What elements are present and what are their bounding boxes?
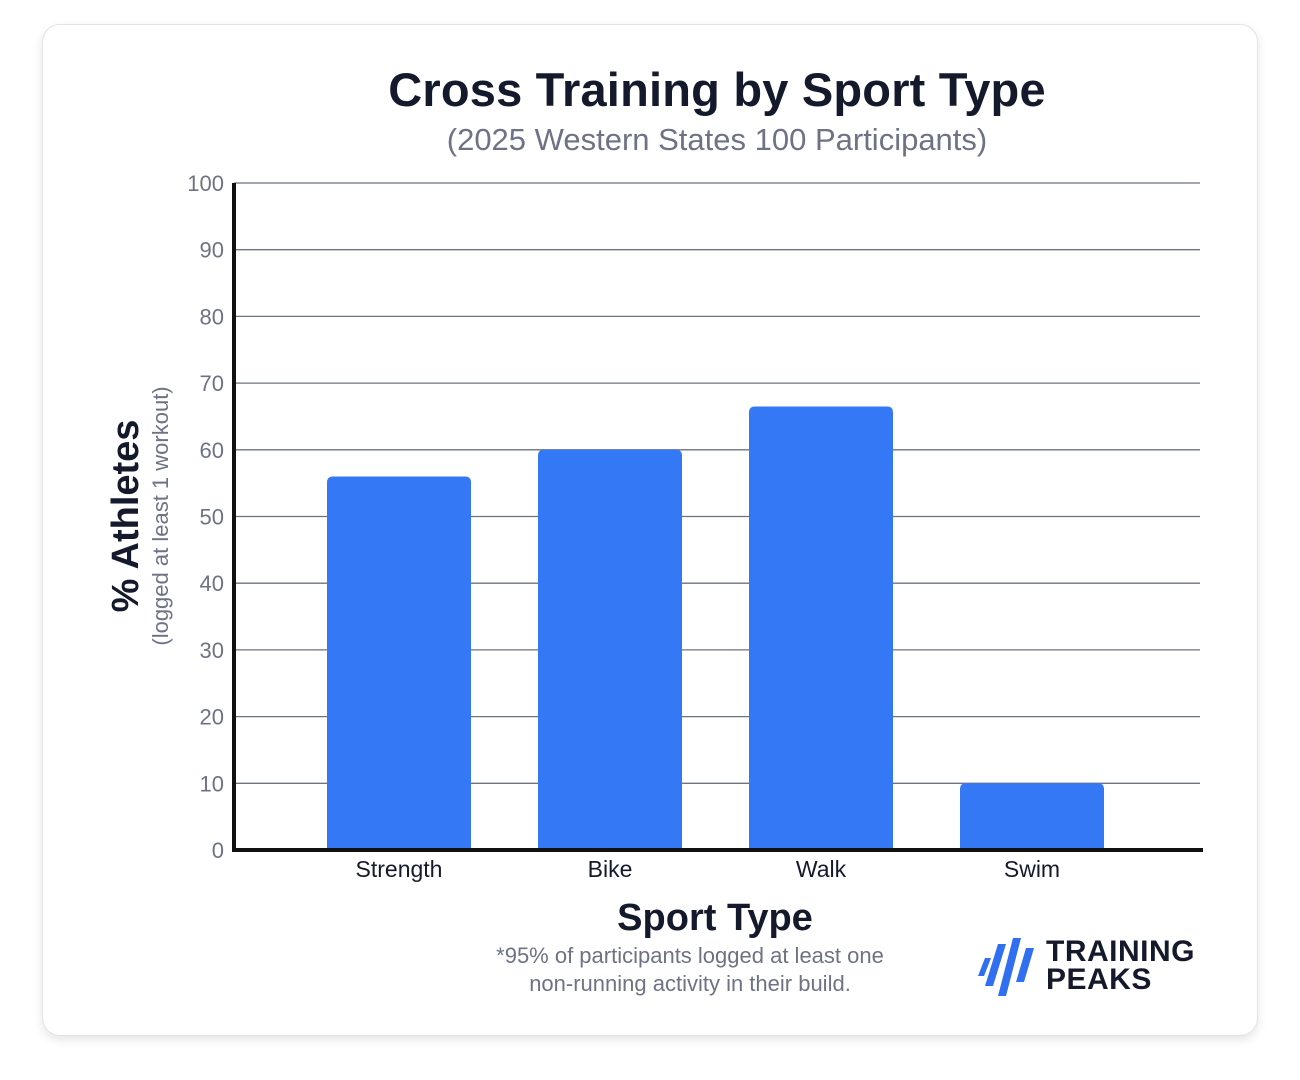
y-axis-label: % Athletes <box>105 420 147 613</box>
y-tick-label: 50 <box>200 505 224 530</box>
y-tick-label: 90 <box>200 238 224 263</box>
chart-title: Cross Training by Sport Type <box>388 63 1046 116</box>
bar-walk <box>749 406 893 850</box>
y-tick-label: 70 <box>200 371 224 396</box>
y-tick-label: 60 <box>200 438 224 463</box>
bar-strength <box>327 476 471 850</box>
y-tick-label: 30 <box>200 638 224 663</box>
x-tick-label: Bike <box>588 856 633 882</box>
x-tick-label: Strength <box>356 856 443 882</box>
bars <box>327 406 1104 850</box>
trainingpeaks-logo-icon <box>978 938 1034 996</box>
footnote: *95% of participants logged at least one… <box>430 942 950 998</box>
y-tick-label: 10 <box>200 771 224 796</box>
y-tick-label: 40 <box>200 571 224 596</box>
y-tick-label: 100 <box>187 171 224 196</box>
x-tick-labels: Strength Bike Walk Swim <box>356 856 1061 882</box>
logo-wordmark: TRAINING PEAKS <box>1046 935 1195 996</box>
logo-text-line-2: PEAKS <box>1046 963 1152 996</box>
footnote-line-2: non-running activity in their build. <box>529 971 851 996</box>
x-tick-label: Walk <box>796 856 847 882</box>
axes <box>232 183 1203 852</box>
y-tick-label: 0 <box>212 838 224 863</box>
y-tick-labels: 0 10 20 30 40 50 60 70 80 90 100 <box>187 171 224 863</box>
bar-swim <box>960 783 1104 850</box>
logo-text-line-1: TRAINING <box>1046 935 1195 968</box>
trainingpeaks-logo: TRAINING PEAKS <box>976 936 1212 1000</box>
y-axis-sublabel: (logged at least 1 workout) <box>148 386 173 645</box>
y-tick-label: 80 <box>200 304 224 329</box>
chart-subtitle: (2025 Western States 100 Participants) <box>446 122 988 157</box>
y-tick-label: 20 <box>200 705 224 730</box>
footnote-line-1: *95% of participants logged at least one <box>496 943 884 968</box>
bar-bike <box>538 449 682 850</box>
x-tick-label: Swim <box>1004 856 1060 882</box>
x-axis-label: Sport Type <box>617 897 813 939</box>
